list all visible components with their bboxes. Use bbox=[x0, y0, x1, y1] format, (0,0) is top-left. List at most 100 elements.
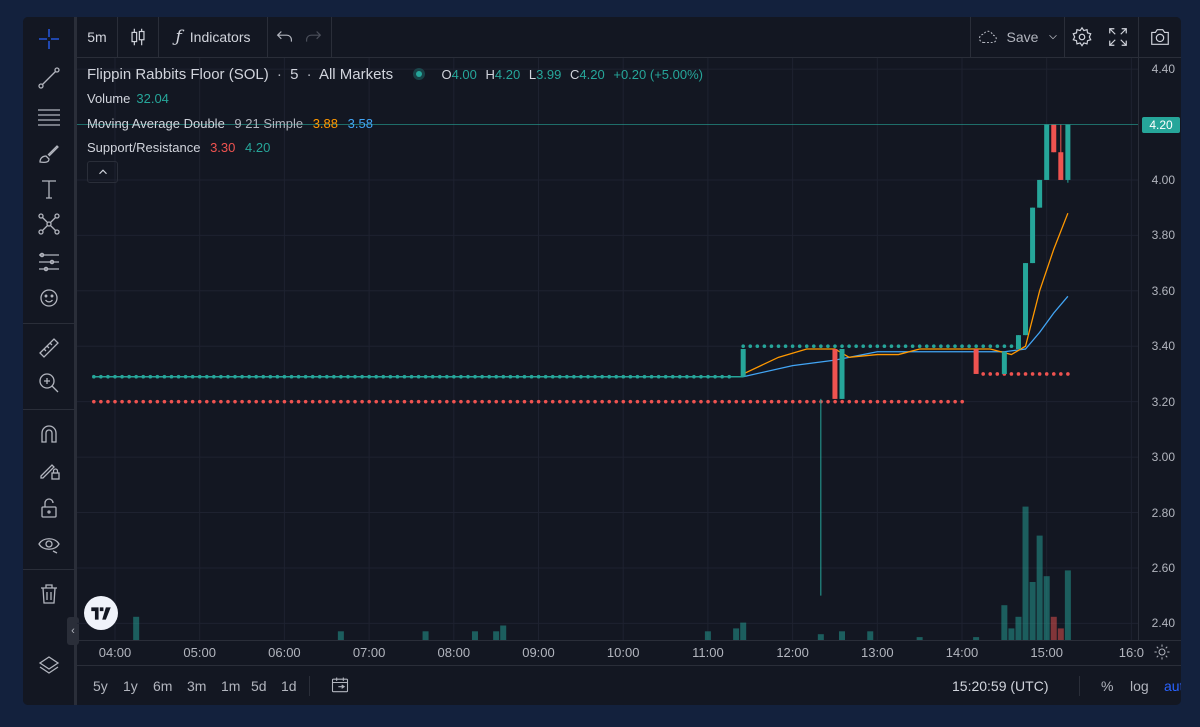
fullscreen-icon[interactable] bbox=[1098, 17, 1138, 57]
unlock-icon[interactable] bbox=[23, 491, 74, 525]
price-chart[interactable] bbox=[77, 58, 1138, 640]
ma-legend[interactable]: Moving Average Double 9 21 Simple 3.88 3… bbox=[87, 116, 373, 131]
range-button-6m[interactable]: 6m bbox=[153, 678, 173, 694]
undo-icon[interactable] bbox=[273, 17, 297, 57]
range-button-5d[interactable]: 5d bbox=[251, 678, 267, 694]
resistance-dot bbox=[917, 344, 922, 349]
resistance-dot bbox=[882, 344, 887, 349]
candle bbox=[1058, 124, 1064, 180]
candle bbox=[832, 349, 838, 399]
support-dot bbox=[233, 399, 237, 404]
interval-button[interactable]: 5m bbox=[77, 17, 117, 57]
price-scale[interactable]: 4.40 4.00 3.80 3.60 3.40 3.20 3.00 2.80 2.60 2.40… bbox=[1138, 58, 1181, 640]
time-scale[interactable]: 04:00 05:00 06:00 07:00 08:00 09:00 10:00 11:00… bbox=[77, 640, 1181, 665]
toolbar-collapse-handle[interactable]: ‹ bbox=[67, 617, 79, 645]
resistance-dot bbox=[889, 344, 894, 349]
layers-icon[interactable] bbox=[23, 649, 74, 683]
resistance-dot bbox=[946, 344, 950, 349]
time-tick-label: 10:00 bbox=[606, 645, 640, 660]
support-dot bbox=[579, 399, 583, 404]
volume-legend[interactable]: Volume 32.04 bbox=[87, 91, 169, 106]
clock-label[interactable]: 15:20:59 (UTC) bbox=[952, 678, 1049, 694]
support-dot bbox=[1051, 372, 1056, 376]
redo-icon[interactable] bbox=[301, 17, 325, 57]
symbol-legend: Flippin Rabbits Floor (SOL) · 5 · All Ma… bbox=[87, 66, 703, 83]
support-dot bbox=[388, 399, 393, 404]
range-button-1m[interactable]: 1m bbox=[221, 678, 241, 694]
support-dot bbox=[127, 399, 131, 404]
chevron-down-icon bbox=[1049, 34, 1058, 40]
pattern-icon[interactable] bbox=[23, 207, 74, 241]
candle bbox=[1001, 351, 1007, 374]
collapse-legend-button[interactable] bbox=[87, 161, 118, 183]
zoom-in-icon[interactable] bbox=[23, 366, 74, 400]
eye-icon[interactable] bbox=[23, 527, 74, 561]
tv-logo-icon bbox=[91, 606, 111, 620]
volume-bar bbox=[867, 631, 874, 640]
camera-icon[interactable] bbox=[1139, 17, 1181, 57]
price-tick-label: 2.40 bbox=[1151, 616, 1175, 631]
sr-resistance-value: 4.20 bbox=[245, 140, 271, 155]
gear-icon[interactable] bbox=[1065, 17, 1098, 57]
bottom-toolbar: 5y 1y 6m 3m 1m 5d 1d 15:20:59 (UTC) % log auto bbox=[77, 665, 1181, 705]
support-dot bbox=[473, 399, 477, 404]
function-icon: ƒ bbox=[175, 27, 182, 47]
sr-legend[interactable]: Support/Resistance 3.30 4.20 bbox=[87, 140, 270, 155]
drawing-toolbar bbox=[23, 17, 77, 705]
resistance-dot bbox=[847, 344, 851, 349]
tradingview-logo[interactable] bbox=[84, 596, 118, 630]
support-dot bbox=[755, 399, 760, 404]
lock-drawing-icon[interactable] bbox=[23, 453, 74, 487]
range-button-1d[interactable]: 1d bbox=[281, 678, 297, 694]
ma-fast-value: 3.88 bbox=[312, 116, 339, 131]
log-toggle[interactable]: log bbox=[1130, 678, 1149, 694]
save-button[interactable]: Save bbox=[971, 17, 1064, 57]
support-dot bbox=[720, 399, 724, 404]
support-dot bbox=[847, 399, 852, 404]
symbol-title[interactable]: Flippin Rabbits Floor (SOL) bbox=[87, 66, 269, 83]
support-dot bbox=[416, 399, 421, 404]
trend-line-icon[interactable] bbox=[23, 61, 74, 95]
percent-toggle[interactable]: % bbox=[1101, 678, 1114, 694]
range-button-5y[interactable]: 5y bbox=[93, 678, 108, 694]
candle bbox=[740, 349, 746, 377]
market-status-icon[interactable] bbox=[413, 68, 426, 80]
support-dot bbox=[932, 399, 936, 404]
text-icon[interactable] bbox=[23, 172, 74, 206]
support-dot bbox=[960, 399, 965, 404]
chart-grid bbox=[77, 58, 1138, 640]
candle bbox=[1030, 207, 1036, 264]
support-dot bbox=[699, 399, 703, 404]
timezone-settings-icon[interactable] bbox=[1153, 643, 1171, 666]
support-dot bbox=[896, 399, 901, 404]
resistance-dot bbox=[924, 344, 929, 349]
date-range-icon[interactable] bbox=[330, 666, 350, 705]
support-dot bbox=[148, 399, 153, 404]
resistance-dot bbox=[988, 344, 993, 349]
support-dot bbox=[240, 399, 244, 404]
chart-type-button[interactable] bbox=[118, 17, 158, 57]
legend-interval: 5 bbox=[290, 66, 299, 83]
brush-icon[interactable] bbox=[23, 137, 74, 171]
support-dot bbox=[254, 399, 259, 404]
crosshair-icon[interactable] bbox=[23, 22, 74, 56]
prediction-icon[interactable] bbox=[23, 245, 74, 279]
indicators-button[interactable]: ƒ Indicators bbox=[159, 17, 267, 57]
range-button-3m[interactable]: 3m bbox=[187, 678, 207, 694]
auto-toggle[interactable]: auto bbox=[1164, 678, 1181, 694]
support-dot bbox=[1016, 372, 1021, 376]
magnet-icon[interactable] bbox=[23, 417, 74, 451]
fib-retracement-icon[interactable] bbox=[23, 100, 74, 134]
emoji-icon[interactable] bbox=[23, 281, 74, 315]
volume-bar bbox=[740, 622, 747, 640]
support-dot bbox=[833, 399, 837, 404]
support-dot bbox=[748, 399, 753, 404]
range-button-1y[interactable]: 1y bbox=[123, 678, 138, 694]
support-dot bbox=[1066, 372, 1070, 376]
support-dot bbox=[882, 399, 887, 404]
trash-icon[interactable] bbox=[23, 577, 74, 611]
ruler-icon[interactable] bbox=[23, 331, 74, 365]
support-dot bbox=[988, 372, 993, 376]
time-tick-label: 08:00 bbox=[437, 645, 471, 660]
support-dot bbox=[557, 399, 562, 404]
